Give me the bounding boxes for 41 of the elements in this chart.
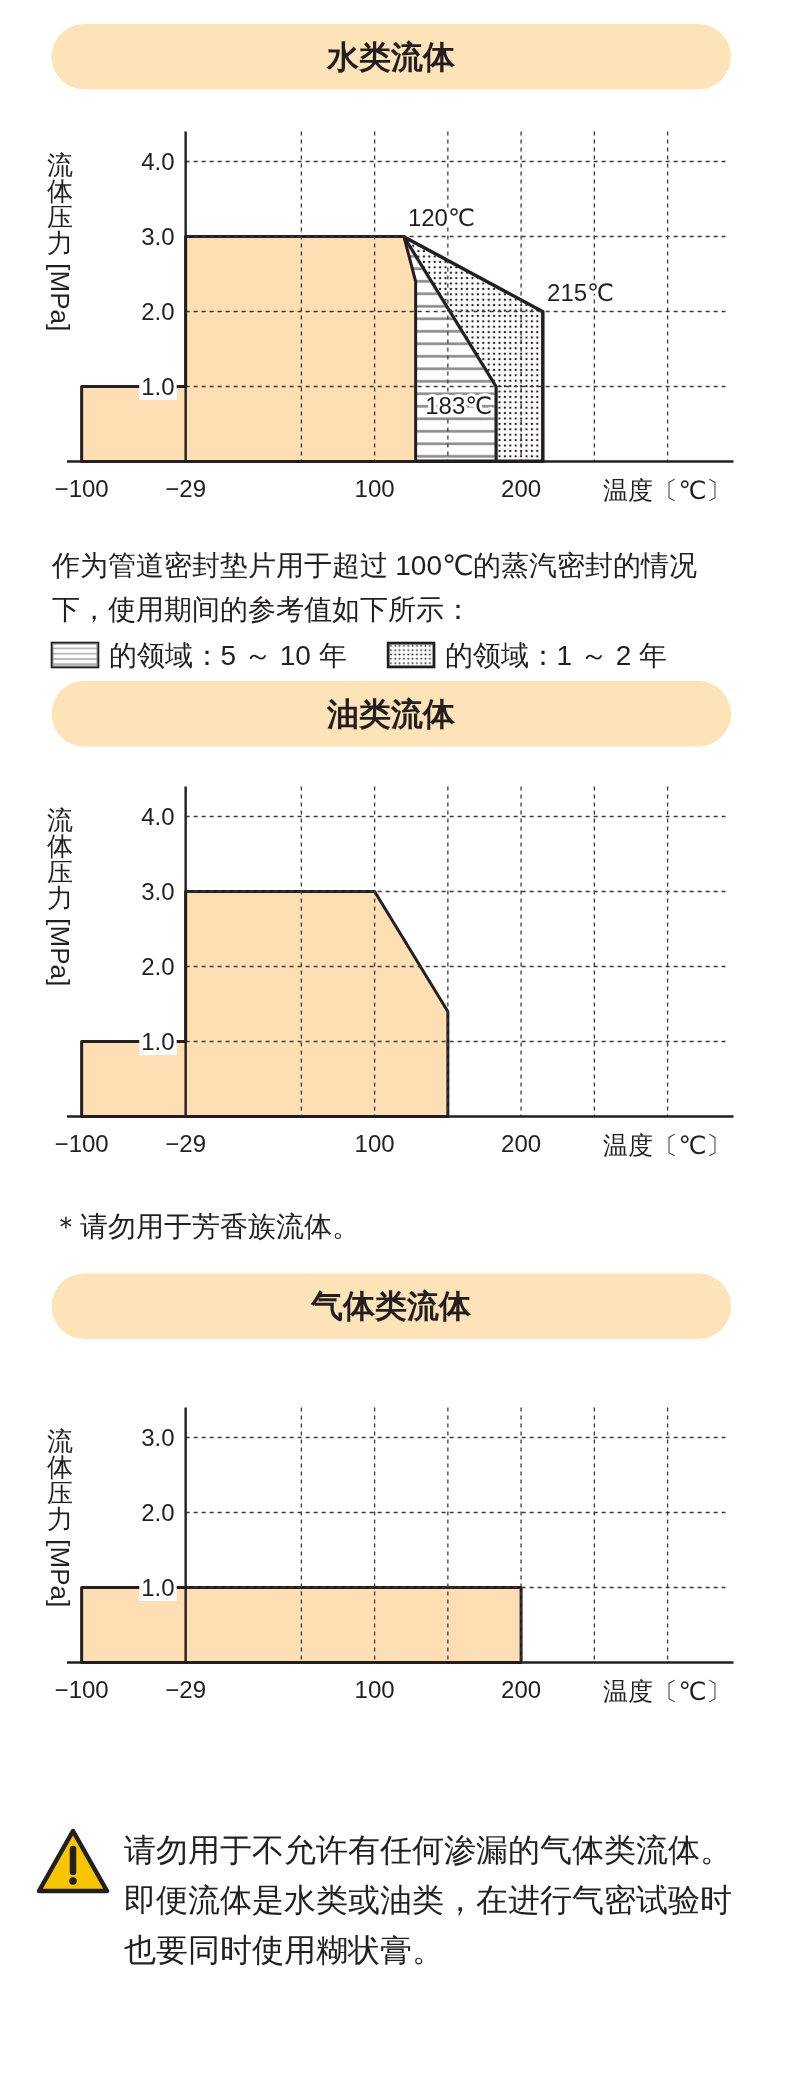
legend-label: 的领域：5 ～ 10 年 (108, 639, 347, 671)
y-tick-label: 3.0 (141, 878, 175, 905)
x-tick-label: 100 (354, 475, 395, 502)
annotation: 183℃ (425, 391, 493, 419)
text: 请勿用于不允许有任何渗漏的气体类流体。 (124, 1832, 732, 1868)
text: 即便流体是水类或油类，在进行气密试验时也要同时使用糊状膏。 (124, 1882, 732, 1968)
legend-label: 的领域：1 ～ 2 年 (444, 639, 668, 671)
x-axis-title: 温度〔℃〕 (603, 1676, 732, 1705)
y-axis-title: 流体压力 [MPa] (44, 1426, 75, 1608)
x-axis-title: 温度〔℃〕 (603, 1130, 732, 1159)
y-tick-label: 4.0 (141, 803, 175, 830)
x-tick-label: 200 (501, 1130, 542, 1157)
y-axis-title: 流体压力 [MPa] (44, 150, 75, 332)
x-tick-label: −29 (165, 1676, 207, 1703)
x-tick-label: 100 (354, 1130, 395, 1157)
chart-title: 气体类流体 (310, 1288, 473, 1325)
y-tick-label: 2.0 (141, 298, 175, 325)
chart-title: 水类流体 (326, 38, 457, 75)
y-tick-label: 3.0 (141, 1424, 175, 1451)
x-tick-label: −100 (54, 1130, 109, 1157)
y-tick-label: 1.0 (141, 373, 175, 400)
chart-title: 油类流体 (326, 695, 457, 732)
y-tick-label: 3.0 (141, 223, 175, 250)
x-axis-title: 温度〔℃〕 (603, 475, 732, 504)
text: 作为管道密封垫片用于超过 100℃的蒸汽密封的情况下，使用期间的参考值如下所示： (50, 549, 698, 625)
y-axis-title: 流体压力 [MPa] (44, 805, 75, 987)
annotation: 120℃ (407, 204, 475, 232)
annotation: 215℃ (547, 279, 615, 307)
y-tick-label: 2.0 (141, 1499, 175, 1526)
text: ＊请勿用于芳香族流体。 (51, 1210, 360, 1242)
x-tick-label: 200 (501, 1676, 542, 1703)
x-tick-label: −29 (165, 475, 207, 502)
x-tick-label: 100 (354, 1676, 395, 1703)
y-tick-label: 1.0 (141, 1028, 175, 1055)
y-tick-label: 1.0 (141, 1574, 175, 1601)
y-tick-label: 4.0 (141, 148, 175, 175)
x-tick-label: −100 (54, 475, 109, 502)
y-tick-label: 2.0 (141, 953, 175, 980)
x-tick-label: −29 (165, 1130, 207, 1157)
x-tick-label: −100 (54, 1676, 109, 1703)
x-tick-label: 200 (501, 475, 542, 502)
